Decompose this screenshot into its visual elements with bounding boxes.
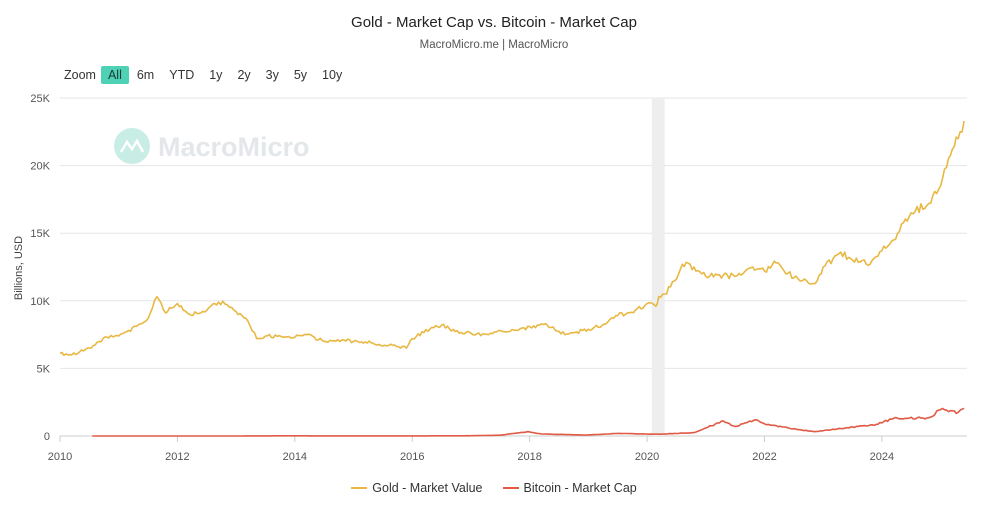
legend: Gold - Market Value Bitcoin - Market Cap: [0, 481, 988, 495]
x-tick-label: 2014: [283, 451, 307, 463]
recession-band: [651, 98, 665, 436]
gold-market-value-line: [59, 120, 965, 357]
x-tick-label: 2012: [165, 451, 189, 463]
y-tick-label: 5K: [37, 363, 51, 375]
zoom-toolbar: Zoom All 6m YTD 1y 2y 3y 5y 10y: [64, 65, 350, 85]
bitcoin-market-cap-line: [92, 407, 965, 437]
zoom-6m-button[interactable]: 6m: [136, 68, 155, 82]
legend-item-bitcoin[interactable]: Bitcoin - Market Cap: [502, 481, 637, 495]
legend-swatch-bitcoin: [502, 487, 519, 489]
chart-title: Gold - Market Cap vs. Bitcoin - Market C…: [351, 14, 637, 31]
x-axis: 2010 2012 2014 2016 2018 2020 2022 2024: [48, 436, 894, 463]
zoom-1y-button[interactable]: 1y: [209, 68, 223, 82]
y-tick-label: 15K: [30, 228, 50, 240]
zoom-label: Zoom: [64, 68, 96, 82]
x-tick-label: 2016: [400, 451, 424, 463]
x-tick-label: 2024: [870, 451, 894, 463]
y-tick-label: 25K: [30, 93, 50, 105]
shaded-period: [651, 98, 665, 436]
watermark: MacroMicro: [114, 128, 310, 164]
zoom-3y-button[interactable]: 3y: [265, 68, 279, 82]
x-tick-label: 2010: [48, 451, 72, 463]
zoom-2y-button[interactable]: 2y: [237, 68, 251, 82]
chart-subtitle: MacroMicro.me | MacroMicro: [419, 39, 569, 51]
zoom-10y-button[interactable]: 10y: [322, 68, 343, 82]
x-tick-label: 2018: [517, 451, 541, 463]
y-axis: 0 5K 10K 15K 20K 25K: [30, 93, 50, 443]
zoom-all-button[interactable]: All: [100, 66, 129, 84]
watermark-text: MacroMicro: [158, 132, 310, 162]
x-tick-label: 2020: [635, 451, 659, 463]
y-tick-label: 0: [44, 431, 50, 443]
legend-item-gold[interactable]: Gold - Market Value: [351, 481, 483, 495]
y-tick-label: 20K: [30, 161, 50, 173]
y-tick-label: 10K: [30, 296, 50, 308]
macromicro-logo-icon: [114, 128, 150, 164]
series-lines: [59, 120, 965, 437]
y-axis-label: Billions, USD: [13, 236, 25, 300]
legend-label-bitcoin: Bitcoin - Market Cap: [523, 481, 637, 495]
logo-mark-icon: [119, 138, 145, 153]
legend-label-gold: Gold - Market Value: [372, 481, 483, 495]
x-tick-label: 2022: [752, 451, 776, 463]
zoom-5y-button[interactable]: 5y: [293, 68, 308, 82]
zoom-ytd-button[interactable]: YTD: [169, 68, 195, 82]
legend-swatch-gold: [351, 487, 368, 489]
